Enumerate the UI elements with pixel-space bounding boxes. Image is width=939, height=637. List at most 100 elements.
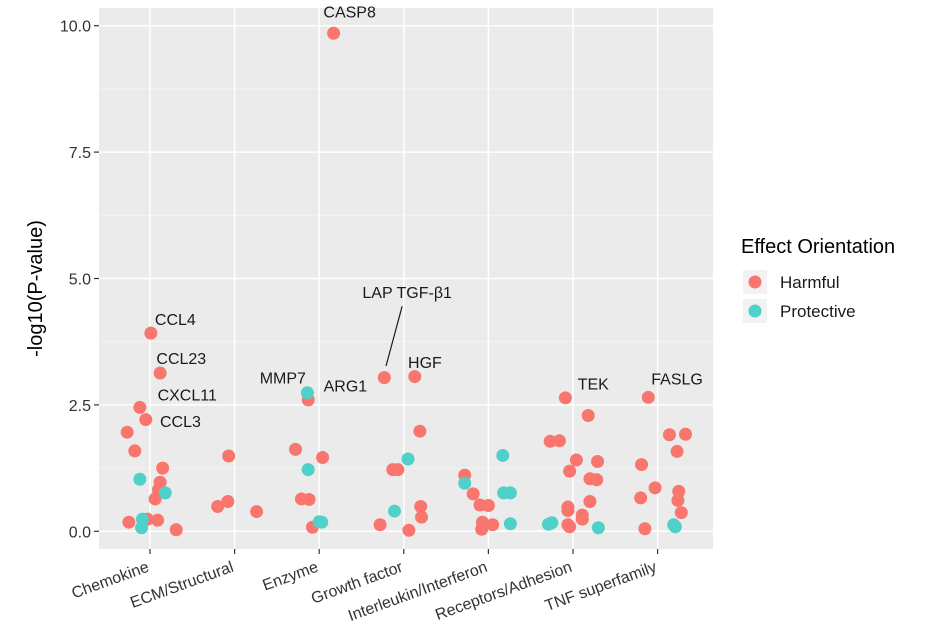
- harmful-point: [635, 458, 649, 472]
- protective-point: [401, 452, 415, 466]
- harmful-point: [486, 518, 500, 532]
- annotation-connector: [385, 306, 403, 367]
- protective-point: [503, 486, 517, 500]
- legend-title: Effect Orientation: [741, 236, 895, 258]
- annotation-label: HGF: [408, 355, 442, 372]
- annotation-label: LAP TGF-β1: [362, 285, 452, 302]
- harmful-point: [634, 491, 648, 505]
- harmful-point: [679, 427, 693, 441]
- harmful-point: [569, 453, 583, 467]
- protective-point: [591, 521, 605, 535]
- harmful-point: [221, 494, 235, 508]
- harmful-point: [377, 371, 391, 385]
- data-points: [120, 26, 693, 537]
- legend-key-harmful: [748, 275, 762, 289]
- harmful-point: [552, 434, 566, 448]
- harmful-point: [475, 522, 489, 536]
- annotation-label: CASP8: [323, 5, 376, 22]
- legend-label-protective: Protective: [780, 302, 856, 321]
- harmful-point: [151, 513, 165, 527]
- harmful-point: [156, 461, 170, 475]
- harmful-point: [413, 424, 427, 438]
- harmful-point: [289, 442, 303, 456]
- harmful-point: [558, 391, 572, 405]
- annotation-label: MMP7: [260, 371, 306, 388]
- protective-point: [503, 517, 517, 531]
- legend-label-harmful: Harmful: [780, 273, 840, 292]
- harmful-point: [591, 455, 605, 469]
- y-tick-label: 2.5: [69, 398, 91, 415]
- y-tick-label: 10.0: [60, 19, 91, 36]
- protective-point: [668, 520, 682, 534]
- harmful-point: [581, 409, 595, 423]
- harmful-point: [481, 499, 495, 513]
- annotation-connectors: [385, 306, 403, 367]
- harmful-point: [153, 366, 167, 380]
- x-tick-label: Enzyme: [260, 559, 320, 595]
- protective-point: [301, 463, 315, 477]
- protective-point: [496, 448, 510, 462]
- protective-point: [387, 504, 401, 518]
- annotations: CASP8 CCL4 CCL23 CXCL11 CCL3 MMP7 ARG1 LAP TGF-…: [155, 5, 703, 432]
- annotation-label: FASLG: [651, 372, 703, 389]
- harmful-point: [222, 449, 236, 463]
- harmful-point: [144, 326, 158, 340]
- harmful-point: [373, 518, 387, 532]
- harmful-point: [122, 515, 136, 529]
- harmful-point: [466, 487, 480, 501]
- harmful-point: [583, 494, 597, 508]
- harmful-point: [133, 400, 147, 414]
- annotation-label: TEK: [578, 377, 609, 394]
- harmful-point: [302, 492, 316, 506]
- harmful-point: [671, 493, 685, 507]
- harmful-point: [169, 523, 183, 537]
- harmful-point: [128, 444, 142, 458]
- harmful-point: [408, 370, 422, 384]
- y-axis: 0.0 2.5 5.0 7.5 10.0: [60, 19, 99, 541]
- annotation-label: ARG1: [324, 379, 368, 396]
- protective-point: [315, 515, 329, 529]
- harmful-point: [662, 428, 676, 442]
- harmful-point: [561, 504, 575, 518]
- harmful-point: [250, 505, 264, 519]
- protective-point: [300, 386, 314, 400]
- harmful-point: [674, 506, 688, 520]
- harmful-point: [543, 434, 557, 448]
- y-axis-label: -log10(P-value): [25, 220, 47, 357]
- y-tick-label: 7.5: [69, 145, 91, 162]
- y-tick-label: 5.0: [69, 272, 91, 289]
- harmful-point: [414, 500, 428, 514]
- harmful-point: [316, 450, 330, 464]
- harmful-point: [211, 500, 225, 514]
- annotation-label: CXCL11: [158, 387, 217, 404]
- harmful-point: [648, 481, 662, 495]
- harmful-point: [139, 413, 153, 427]
- x-tick-label: Interleukin/Interferon: [346, 559, 490, 625]
- protective-point: [158, 486, 172, 500]
- harmful-point: [641, 390, 655, 404]
- harmful-point: [148, 492, 162, 506]
- harmful-point: [120, 425, 134, 439]
- major-gridlines: [99, 8, 713, 549]
- minor-gridlines: [99, 88, 713, 469]
- annotation-label: CCL4: [155, 312, 196, 329]
- protective-point: [135, 521, 149, 535]
- legend-key-protective: [748, 304, 762, 318]
- harmful-point: [638, 522, 652, 536]
- harmful-point: [391, 463, 405, 477]
- protective-point: [545, 516, 559, 530]
- harmful-point: [590, 473, 604, 487]
- harmful-point: [327, 26, 341, 40]
- annotation-label: CCL3: [160, 414, 201, 431]
- y-tick-label: 0.0: [69, 524, 91, 541]
- harmful-point: [415, 510, 429, 524]
- annotation-label: CCL23: [156, 351, 206, 368]
- protective-point: [458, 476, 472, 490]
- harmful-point: [575, 512, 589, 526]
- harmful-point: [563, 520, 577, 534]
- protective-point: [133, 472, 147, 486]
- harmful-point: [670, 444, 684, 458]
- legend: Effect Orientation Harmful Protective: [741, 236, 895, 323]
